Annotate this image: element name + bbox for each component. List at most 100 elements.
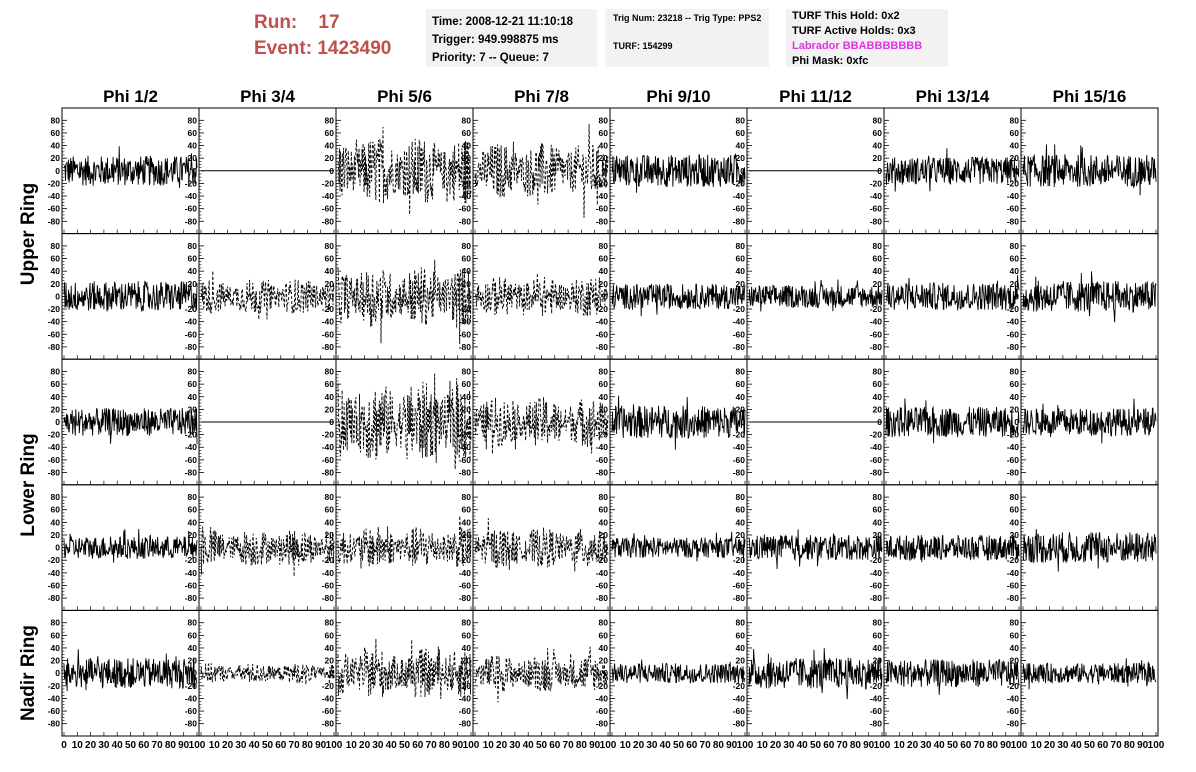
y-tick-label: 80 — [188, 618, 198, 628]
y-tick-label: -40 — [185, 568, 198, 578]
y-tick-label: -20 — [596, 555, 609, 565]
y-tick-label: 20 — [51, 656, 61, 666]
panel-r4-c3: -80 -60 -40 -20 0 20 40 60 80 — [322, 484, 474, 611]
y-tick-label: 60 — [325, 379, 335, 389]
x-tick-label: 60 — [960, 740, 972, 751]
panel-r1-c8: -80 -60 -40 -20 0 20 40 60 80 — [1007, 107, 1159, 235]
y-tick-label: 80 — [325, 115, 335, 125]
waveform-line — [748, 529, 883, 570]
y-tick-label: 0 — [740, 166, 745, 176]
x-tick-label: 60 — [823, 740, 835, 751]
x-tick-label: 90 — [1000, 740, 1012, 751]
y-tick-label: -80 — [596, 719, 609, 729]
y-tick-label: -20 — [322, 555, 335, 565]
y-tick-label: 20 — [462, 530, 472, 540]
x-tick-label: 60 — [1097, 740, 1109, 751]
y-tick-label: -20 — [596, 304, 609, 314]
waveform-line — [337, 373, 472, 470]
waveform-line — [337, 638, 472, 700]
y-tick-label: -20 — [1007, 555, 1020, 565]
y-tick-label: -40 — [48, 442, 61, 452]
y-tick-label: -80 — [870, 342, 883, 352]
y-tick-label: -60 — [459, 204, 472, 214]
y-tick-label: 60 — [188, 630, 198, 640]
panel-r3-c2: -80 -60 -40 -20 0 20 40 60 80 — [185, 358, 337, 486]
x-tick-label: 20 — [222, 740, 234, 751]
y-tick-label: -80 — [596, 593, 609, 603]
y-tick-label: 40 — [599, 517, 609, 527]
y-tick-label: -80 — [596, 467, 609, 477]
x-tick-label: 70 — [837, 740, 849, 751]
y-tick-label: 60 — [873, 630, 883, 640]
y-tick-label: 20 — [462, 279, 472, 289]
y-tick-label: 80 — [51, 115, 61, 125]
y-tick-label: 20 — [599, 153, 609, 163]
panel-r2-c8: -80 -60 -40 -20 0 20 40 60 80 — [1007, 233, 1159, 360]
panel-r1-c2: -80 -60 -40 -20 0 20 40 60 80 — [185, 107, 337, 235]
panel-r2-c2: -80 -60 -40 -20 0 20 40 60 80 — [185, 233, 337, 360]
waveform-line — [337, 515, 472, 569]
y-tick-label: 60 — [325, 128, 335, 138]
y-tick-label: -20 — [459, 681, 472, 691]
y-tick-label: 60 — [736, 128, 746, 138]
y-tick-label: 0 — [603, 417, 608, 427]
y-tick-label: -20 — [1007, 681, 1020, 691]
x-tick-label: 20 — [907, 740, 919, 751]
panel-r5-c4: -80 -60 -40 -20 0 20 40 60 80 — [459, 609, 611, 737]
y-tick-label: -40 — [733, 693, 746, 703]
waveform-line — [885, 398, 1020, 444]
y-tick-label: 80 — [599, 492, 609, 502]
y-tick-label: 0 — [329, 166, 334, 176]
panel-r4-c5: -80 -60 -40 -20 0 20 40 60 80 — [596, 484, 748, 611]
panel-r5-c5: -80 -60 -40 -20 0 20 40 60 80 — [596, 609, 748, 737]
y-tick-label: -20 — [459, 555, 472, 565]
y-tick-label: 80 — [462, 492, 472, 502]
waveform-line — [337, 259, 472, 345]
panel-r3-c4: -80 -60 -40 -20 0 20 40 60 80 — [459, 358, 611, 486]
x-tick-label: 90 — [178, 740, 190, 751]
y-tick-label: 40 — [873, 266, 883, 276]
waveform-line — [885, 659, 1020, 695]
y-tick-label: -80 — [870, 593, 883, 603]
y-tick-label: -80 — [322, 467, 335, 477]
y-tick-label: 40 — [188, 643, 198, 653]
y-tick-label: 40 — [1010, 517, 1020, 527]
y-tick-label: -80 — [48, 216, 61, 226]
y-tick-label: -20 — [48, 681, 61, 691]
y-tick-label: 40 — [599, 266, 609, 276]
y-tick-label: 80 — [736, 492, 746, 502]
panel-r1-c3: -80 -60 -40 -20 0 20 40 60 80 — [322, 107, 474, 235]
waveform-line — [200, 270, 335, 320]
x-tick-label: 80 — [1124, 740, 1136, 751]
y-tick-label: -80 — [322, 342, 335, 352]
x-tick-label: 60 — [686, 740, 698, 751]
x-tick-label: 40 — [934, 740, 946, 751]
y-tick-label: -20 — [48, 304, 61, 314]
y-tick-label: -40 — [870, 317, 883, 327]
y-tick-label: 20 — [599, 530, 609, 540]
x-tick-label: 70 — [700, 740, 712, 751]
y-tick-label: -60 — [870, 706, 883, 716]
y-tick-label: -60 — [322, 329, 335, 339]
y-tick-label: 0 — [192, 291, 197, 301]
y-tick-label: -20 — [1007, 178, 1020, 188]
y-tick-label: 40 — [599, 141, 609, 151]
y-tick-label: -80 — [733, 467, 746, 477]
y-tick-label: -20 — [870, 555, 883, 565]
y-tick-label: 20 — [736, 656, 746, 666]
y-tick-label: -20 — [733, 430, 746, 440]
y-tick-label: -80 — [1007, 342, 1020, 352]
y-tick-label: -60 — [48, 204, 61, 214]
panel-r2-c4: -80 -60 -40 -20 0 20 40 60 80 — [459, 233, 611, 360]
y-tick-label: -20 — [459, 304, 472, 314]
panel-r5-c3: -80 -60 -40 -20 0 20 40 60 80 — [322, 609, 474, 737]
y-tick-label: 60 — [462, 254, 472, 264]
y-tick-label: 0 — [603, 291, 608, 301]
waveform-line — [885, 534, 1020, 563]
waveform-line — [63, 528, 198, 563]
y-tick-label: -60 — [459, 706, 472, 716]
y-tick-label: -20 — [596, 178, 609, 188]
y-tick-label: 40 — [188, 141, 198, 151]
y-tick-label: 80 — [736, 367, 746, 377]
y-tick-label: 60 — [51, 379, 61, 389]
